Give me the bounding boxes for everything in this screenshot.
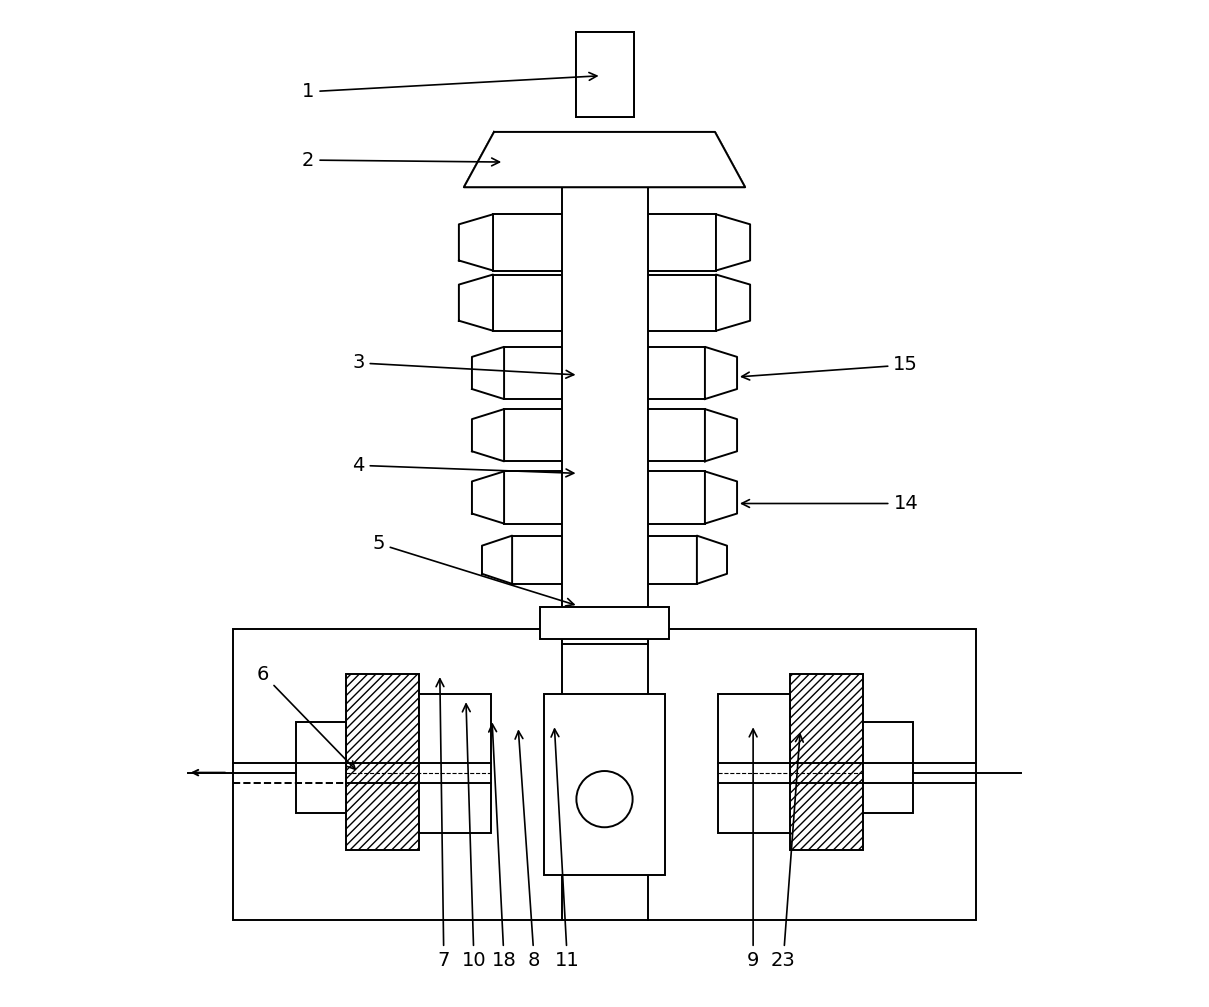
- Polygon shape: [472, 409, 504, 461]
- Text: 23: 23: [771, 734, 803, 970]
- Polygon shape: [459, 275, 493, 330]
- Bar: [233, 629, 976, 920]
- Polygon shape: [696, 536, 727, 584]
- Polygon shape: [705, 409, 737, 461]
- Polygon shape: [482, 536, 513, 584]
- Polygon shape: [459, 214, 493, 271]
- Text: 11: 11: [551, 729, 580, 970]
- Bar: [718, 694, 791, 833]
- Bar: [544, 694, 665, 875]
- Polygon shape: [472, 471, 504, 524]
- Bar: [347, 675, 418, 850]
- Bar: [540, 607, 669, 639]
- Polygon shape: [464, 132, 745, 187]
- Polygon shape: [716, 214, 750, 271]
- Bar: [418, 694, 491, 833]
- Bar: [577, 31, 634, 117]
- Text: 18: 18: [488, 724, 516, 970]
- Text: 4: 4: [352, 456, 574, 476]
- Polygon shape: [464, 132, 745, 187]
- Polygon shape: [705, 346, 737, 399]
- Polygon shape: [705, 471, 737, 524]
- Text: 2: 2: [302, 151, 499, 169]
- Text: 9: 9: [747, 729, 759, 970]
- Bar: [296, 722, 347, 813]
- Circle shape: [577, 771, 632, 828]
- Bar: [791, 675, 862, 850]
- Text: 8: 8: [515, 731, 540, 970]
- Text: 3: 3: [352, 353, 574, 379]
- Text: 1: 1: [302, 73, 597, 102]
- Polygon shape: [472, 346, 504, 399]
- Text: 14: 14: [741, 494, 918, 513]
- Polygon shape: [716, 275, 750, 330]
- Bar: [862, 722, 913, 813]
- Text: 15: 15: [741, 355, 918, 380]
- Bar: [577, 31, 634, 117]
- Bar: [562, 132, 648, 644]
- Text: 7: 7: [436, 679, 450, 970]
- Text: 10: 10: [462, 704, 486, 970]
- Text: 6: 6: [256, 665, 355, 769]
- Text: 5: 5: [372, 534, 574, 606]
